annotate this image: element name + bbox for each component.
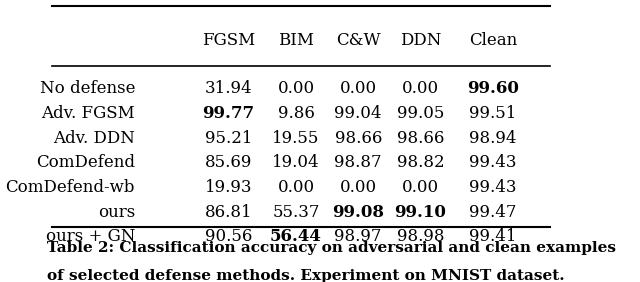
Text: 98.94: 98.94 (469, 130, 517, 147)
Text: 19.04: 19.04 (272, 155, 320, 171)
Text: 99.51: 99.51 (470, 105, 517, 122)
Text: 0.00: 0.00 (277, 179, 314, 196)
Text: ComDefend-wb: ComDefend-wb (6, 179, 135, 196)
Text: 85.69: 85.69 (205, 155, 252, 171)
Text: ours: ours (98, 204, 135, 221)
Text: 98.97: 98.97 (335, 228, 382, 245)
Text: 99.04: 99.04 (335, 105, 382, 122)
Text: Adv. DDN: Adv. DDN (53, 130, 135, 147)
Text: 95.21: 95.21 (205, 130, 252, 147)
Text: 31.94: 31.94 (205, 80, 252, 98)
Text: 98.87: 98.87 (335, 155, 382, 171)
Text: 86.81: 86.81 (205, 204, 252, 221)
Text: 99.43: 99.43 (469, 179, 517, 196)
Text: 99.47: 99.47 (469, 204, 517, 221)
Text: 56.44: 56.44 (270, 228, 322, 245)
Text: 99.05: 99.05 (397, 105, 444, 122)
Text: DDN: DDN (400, 32, 441, 49)
Text: Clean: Clean (469, 32, 517, 49)
Text: Table 2: Classification accuracy on adversarial and clean examples: Table 2: Classification accuracy on adve… (47, 241, 616, 255)
Text: 99.77: 99.77 (202, 105, 255, 122)
Text: 98.66: 98.66 (335, 130, 382, 147)
Text: 9.86: 9.86 (278, 105, 314, 122)
Text: 0.00: 0.00 (277, 80, 314, 98)
Text: 19.93: 19.93 (205, 179, 252, 196)
Text: 99.08: 99.08 (332, 204, 384, 221)
Text: No defense: No defense (40, 80, 135, 98)
Text: 99.43: 99.43 (469, 155, 517, 171)
Text: BIM: BIM (278, 32, 314, 49)
Text: C&W: C&W (336, 32, 381, 49)
Text: ComDefend: ComDefend (36, 155, 135, 171)
Text: 19.55: 19.55 (272, 130, 319, 147)
Text: 99.60: 99.60 (467, 80, 519, 98)
Text: 0.00: 0.00 (402, 80, 439, 98)
Text: ours + GN: ours + GN (45, 228, 135, 245)
Text: 99.10: 99.10 (395, 204, 447, 221)
Text: 98.98: 98.98 (397, 228, 444, 245)
Text: 98.66: 98.66 (397, 130, 444, 147)
Text: 0.00: 0.00 (340, 179, 377, 196)
Text: of selected defense methods. Experiment on MNIST dataset.: of selected defense methods. Experiment … (47, 269, 564, 282)
Text: FGSM: FGSM (202, 32, 255, 49)
Text: 99.41: 99.41 (469, 228, 517, 245)
Text: 98.82: 98.82 (397, 155, 444, 171)
Text: 0.00: 0.00 (340, 80, 377, 98)
Text: 0.00: 0.00 (402, 179, 439, 196)
Text: 90.56: 90.56 (205, 228, 252, 245)
Text: 55.37: 55.37 (272, 204, 320, 221)
Text: Adv. FGSM: Adv. FGSM (42, 105, 135, 122)
